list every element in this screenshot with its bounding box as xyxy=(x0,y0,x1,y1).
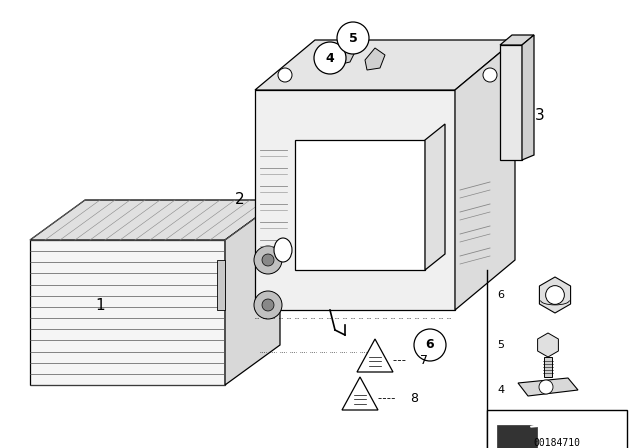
Polygon shape xyxy=(255,90,455,310)
Polygon shape xyxy=(342,377,378,410)
Circle shape xyxy=(414,329,446,361)
Text: 8: 8 xyxy=(410,392,418,405)
Text: 6: 6 xyxy=(426,339,435,352)
Text: 5: 5 xyxy=(497,340,504,350)
Polygon shape xyxy=(30,240,225,385)
Polygon shape xyxy=(455,40,515,310)
Text: 4: 4 xyxy=(326,52,334,65)
Polygon shape xyxy=(255,40,515,90)
Ellipse shape xyxy=(274,238,292,262)
Polygon shape xyxy=(497,425,587,448)
Bar xyxy=(544,357,552,377)
Polygon shape xyxy=(225,200,280,385)
Text: 00184710: 00184710 xyxy=(534,438,580,448)
Text: 6: 6 xyxy=(497,290,504,300)
Polygon shape xyxy=(30,200,280,240)
Text: 4: 4 xyxy=(497,385,504,395)
Circle shape xyxy=(546,286,564,304)
Text: 2: 2 xyxy=(235,193,245,207)
Polygon shape xyxy=(538,333,558,357)
Circle shape xyxy=(254,291,282,319)
Text: 1: 1 xyxy=(95,297,105,313)
Polygon shape xyxy=(522,35,534,160)
Text: 3: 3 xyxy=(535,108,545,123)
Polygon shape xyxy=(518,378,578,396)
Polygon shape xyxy=(500,45,522,160)
Polygon shape xyxy=(500,35,534,45)
Circle shape xyxy=(483,68,497,82)
Circle shape xyxy=(262,254,274,266)
Text: 5: 5 xyxy=(349,31,357,44)
Polygon shape xyxy=(357,339,393,372)
Circle shape xyxy=(262,299,274,311)
Polygon shape xyxy=(425,124,445,270)
Polygon shape xyxy=(335,45,355,65)
Polygon shape xyxy=(365,48,385,70)
Bar xyxy=(217,260,225,310)
Text: 7: 7 xyxy=(420,353,428,366)
Circle shape xyxy=(314,42,346,74)
Circle shape xyxy=(278,68,292,82)
Circle shape xyxy=(254,246,282,274)
Circle shape xyxy=(539,380,553,394)
Polygon shape xyxy=(540,277,571,313)
Polygon shape xyxy=(295,140,425,270)
Circle shape xyxy=(337,22,369,54)
Bar xyxy=(487,410,627,448)
